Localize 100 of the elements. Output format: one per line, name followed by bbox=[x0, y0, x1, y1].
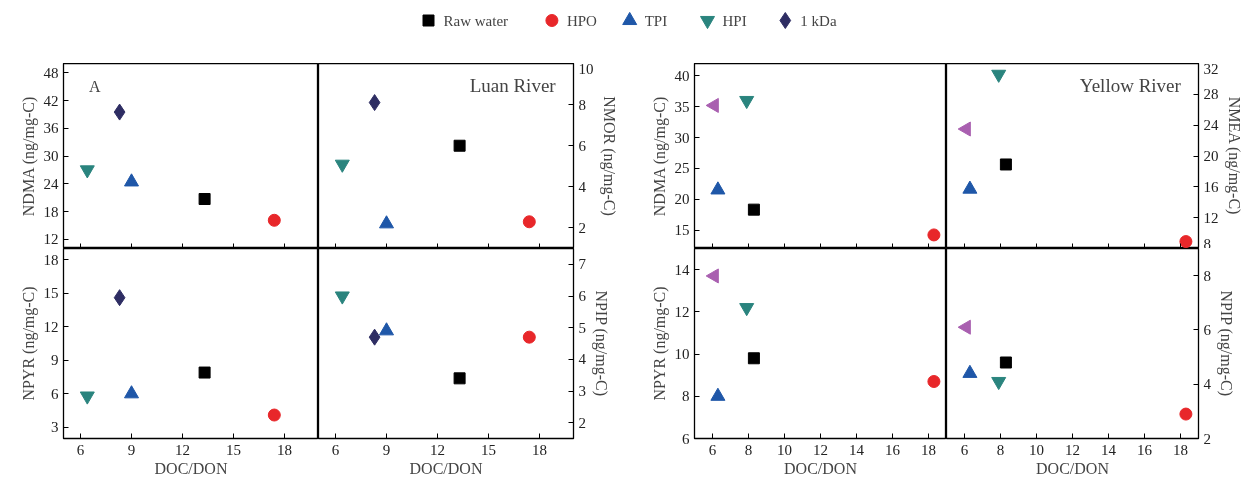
point bbox=[710, 181, 726, 195]
y-tick-label: 18 bbox=[43, 203, 59, 220]
point bbox=[522, 330, 536, 344]
x-tick-label: 12 bbox=[1065, 441, 1080, 458]
y-tick-label: 14 bbox=[674, 261, 690, 278]
point bbox=[113, 289, 126, 307]
y-tick-label: 6 bbox=[682, 430, 690, 447]
y-tick-label: 10 bbox=[578, 60, 594, 77]
y-tick-label: 28 bbox=[1203, 86, 1219, 103]
point bbox=[379, 215, 394, 229]
point bbox=[705, 97, 719, 113]
y-tick-label: 5 bbox=[578, 319, 586, 336]
y-tick-label: 12 bbox=[43, 318, 59, 335]
y-tick-label: 30 bbox=[674, 129, 690, 146]
point bbox=[927, 375, 941, 388]
x-axis-title: DOC/DON bbox=[409, 459, 483, 477]
y-tick-label: 35 bbox=[674, 98, 690, 115]
point bbox=[991, 69, 1007, 83]
point bbox=[999, 356, 1012, 369]
point bbox=[198, 366, 211, 379]
y-tick-label: 3 bbox=[51, 419, 59, 436]
x-tick-label: 18 bbox=[921, 441, 936, 458]
y-tick-label: 4 bbox=[578, 178, 587, 195]
legend-label: 1 kDa bbox=[800, 12, 837, 29]
point bbox=[747, 352, 760, 365]
point bbox=[453, 372, 466, 385]
y-tick-label: 6 bbox=[578, 137, 587, 154]
y-axis-title: NDMA (ng/mg-C) bbox=[650, 96, 669, 217]
y-tick-label: 8 bbox=[1203, 235, 1211, 252]
y-tick-label: 12 bbox=[1203, 209, 1219, 226]
y-tick-label: 2 bbox=[578, 219, 586, 236]
point bbox=[1179, 407, 1193, 421]
x-tick-label: 12 bbox=[813, 441, 828, 458]
annotation: Yellow River bbox=[1079, 74, 1182, 96]
y-tick-label: 40 bbox=[674, 67, 690, 84]
y-tick-label: 8 bbox=[1203, 267, 1211, 284]
x-tick-label: 15 bbox=[481, 441, 496, 458]
y-axis-title: NPIP (ng/mg-C) bbox=[1217, 290, 1235, 397]
point bbox=[267, 408, 281, 422]
x-tick-label: 6 bbox=[331, 441, 340, 458]
x-tick-label: 16 bbox=[885, 441, 901, 458]
y-tick-label: 3 bbox=[578, 383, 586, 399]
x-tick-label: 6 bbox=[76, 441, 85, 458]
legend-label: TPI bbox=[644, 12, 668, 29]
y-tick-label: 15 bbox=[674, 222, 690, 238]
x-tick-label: 6 bbox=[960, 441, 969, 458]
x-tick-label: 14 bbox=[1101, 441, 1117, 458]
y-tick-label: 2 bbox=[1203, 430, 1211, 447]
x-tick-label: 9 bbox=[127, 441, 136, 458]
x-tick-label: 18 bbox=[532, 441, 547, 458]
y-tick-label: 30 bbox=[43, 148, 59, 164]
point bbox=[522, 215, 536, 229]
point bbox=[334, 159, 350, 173]
y-axis-title: NMEA (ng/mg-C) bbox=[1224, 96, 1243, 215]
y-tick-label: 6 bbox=[1203, 321, 1212, 338]
y-axis-title: NMOR (ng/mg-C) bbox=[599, 96, 618, 216]
point bbox=[113, 103, 126, 121]
x-tick-label: 12 bbox=[175, 441, 190, 458]
point bbox=[368, 94, 381, 112]
y-axis-title: NPYR (ng/mg-C) bbox=[19, 286, 38, 401]
y-tick-label: 8 bbox=[682, 388, 690, 405]
annotation: A bbox=[89, 78, 101, 96]
y-tick-label: 7 bbox=[578, 256, 587, 273]
x-axis-title: DOC/DON bbox=[784, 459, 858, 477]
point bbox=[198, 193, 211, 206]
point bbox=[368, 328, 381, 346]
y-tick-label: 6 bbox=[51, 385, 59, 402]
point bbox=[1179, 235, 1193, 248]
point bbox=[747, 203, 760, 216]
y-tick-label: 12 bbox=[674, 303, 690, 320]
x-tick-label: 14 bbox=[849, 441, 865, 458]
annotation: Luan River bbox=[469, 74, 557, 96]
legend-label: Raw water bbox=[443, 12, 509, 29]
y-tick-label: 10 bbox=[674, 346, 690, 363]
y-tick-label: 4 bbox=[1203, 376, 1212, 393]
x-axis-title: DOC/DON bbox=[154, 459, 228, 477]
y-tick-label: 42 bbox=[43, 92, 59, 109]
point bbox=[124, 385, 139, 399]
point bbox=[962, 180, 978, 194]
x-tick-label: 10 bbox=[777, 441, 792, 458]
y-tick-label: 8 bbox=[578, 96, 586, 113]
y-tick-label: 2 bbox=[578, 414, 586, 431]
y-axis-title: NPYR (ng/mg-C) bbox=[650, 286, 669, 401]
y-tick-label: 32 bbox=[1203, 60, 1219, 77]
legend-label: HPI bbox=[722, 12, 747, 29]
y-tick-label: 24 bbox=[43, 175, 59, 192]
point bbox=[379, 322, 394, 336]
y-tick-label: 15 bbox=[43, 285, 59, 302]
y-tick-label: 4 bbox=[578, 351, 587, 368]
x-tick-label: 12 bbox=[430, 441, 445, 458]
y-tick-label: 36 bbox=[43, 120, 59, 137]
y-tick-label: 16 bbox=[1203, 178, 1219, 195]
y-tick-label: 25 bbox=[674, 160, 690, 177]
x-tick-label: 18 bbox=[277, 441, 292, 458]
x-tick-label: 15 bbox=[226, 441, 241, 458]
y-tick-label: 48 bbox=[43, 64, 59, 81]
y-axis-title: NPIP (ng/mg-C) bbox=[592, 290, 610, 397]
point bbox=[705, 268, 719, 284]
point bbox=[927, 228, 941, 242]
y-tick-label: 18 bbox=[43, 251, 59, 268]
